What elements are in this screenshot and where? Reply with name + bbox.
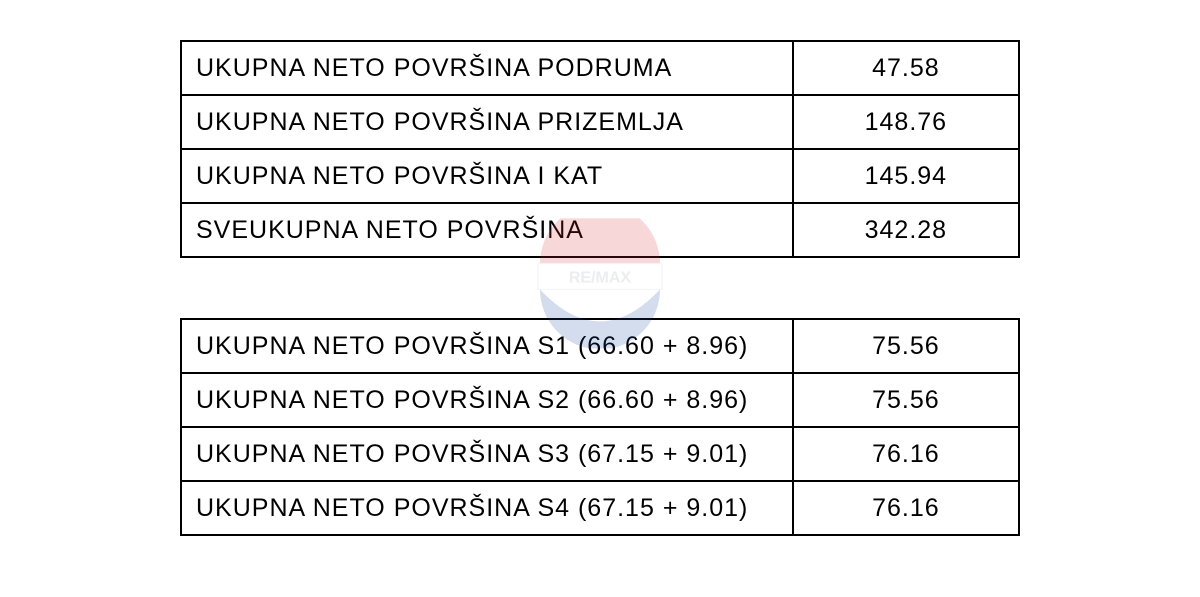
surfaces-table: UKUPNA NETO POVRŠINA PODRUMA 47.58 UKUPN…	[180, 40, 1020, 258]
surface-label: SVEUKUPNA NETO POVRŠINA	[181, 203, 793, 257]
surface-value: 342.28	[793, 203, 1019, 257]
unit-value: 76.16	[793, 427, 1019, 481]
table-row: UKUPNA NETO POVRŠINA I KAT 145.94	[181, 149, 1019, 203]
surface-value: 145.94	[793, 149, 1019, 203]
table-row: UKUPNA NETO POVRŠINA S3 (67.15 + 9.01) 7…	[181, 427, 1019, 481]
table-row: UKUPNA NETO POVRŠINA PODRUMA 47.58	[181, 41, 1019, 95]
unit-label: UKUPNA NETO POVRŠINA S1 (66.60 + 8.96)	[181, 319, 793, 373]
unit-value: 75.56	[793, 373, 1019, 427]
table-row: UKUPNA NETO POVRŠINA S2 (66.60 + 8.96) 7…	[181, 373, 1019, 427]
unit-label: UKUPNA NETO POVRŠINA S3 (67.15 + 9.01)	[181, 427, 793, 481]
surface-value: 148.76	[793, 95, 1019, 149]
surface-value: 47.58	[793, 41, 1019, 95]
document-page: UKUPNA NETO POVRŠINA PODRUMA 47.58 UKUPN…	[0, 0, 1200, 536]
table-row: UKUPNA NETO POVRŠINA S1 (66.60 + 8.96) 7…	[181, 319, 1019, 373]
units-table: UKUPNA NETO POVRŠINA S1 (66.60 + 8.96) 7…	[180, 318, 1020, 536]
surface-label: UKUPNA NETO POVRŠINA I KAT	[181, 149, 793, 203]
unit-value: 75.56	[793, 319, 1019, 373]
unit-label: UKUPNA NETO POVRŠINA S4 (67.15 + 9.01)	[181, 481, 793, 535]
unit-label: UKUPNA NETO POVRŠINA S2 (66.60 + 8.96)	[181, 373, 793, 427]
table-row: UKUPNA NETO POVRŠINA PRIZEMLJA 148.76	[181, 95, 1019, 149]
surface-label: UKUPNA NETO POVRŠINA PRIZEMLJA	[181, 95, 793, 149]
table-row: SVEUKUPNA NETO POVRŠINA 342.28	[181, 203, 1019, 257]
surface-label: UKUPNA NETO POVRŠINA PODRUMA	[181, 41, 793, 95]
unit-value: 76.16	[793, 481, 1019, 535]
table-row: UKUPNA NETO POVRŠINA S4 (67.15 + 9.01) 7…	[181, 481, 1019, 535]
